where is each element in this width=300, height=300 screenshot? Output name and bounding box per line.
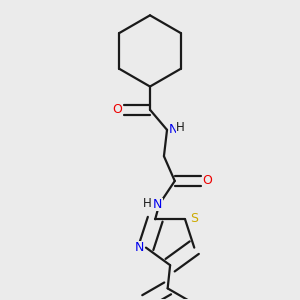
Text: O: O (202, 175, 212, 188)
Text: N: N (153, 198, 162, 211)
Text: N: N (169, 123, 178, 136)
Text: S: S (190, 212, 198, 224)
Text: O: O (112, 103, 122, 116)
Text: H: H (142, 197, 151, 210)
Text: H: H (176, 121, 184, 134)
Text: N: N (134, 241, 144, 254)
